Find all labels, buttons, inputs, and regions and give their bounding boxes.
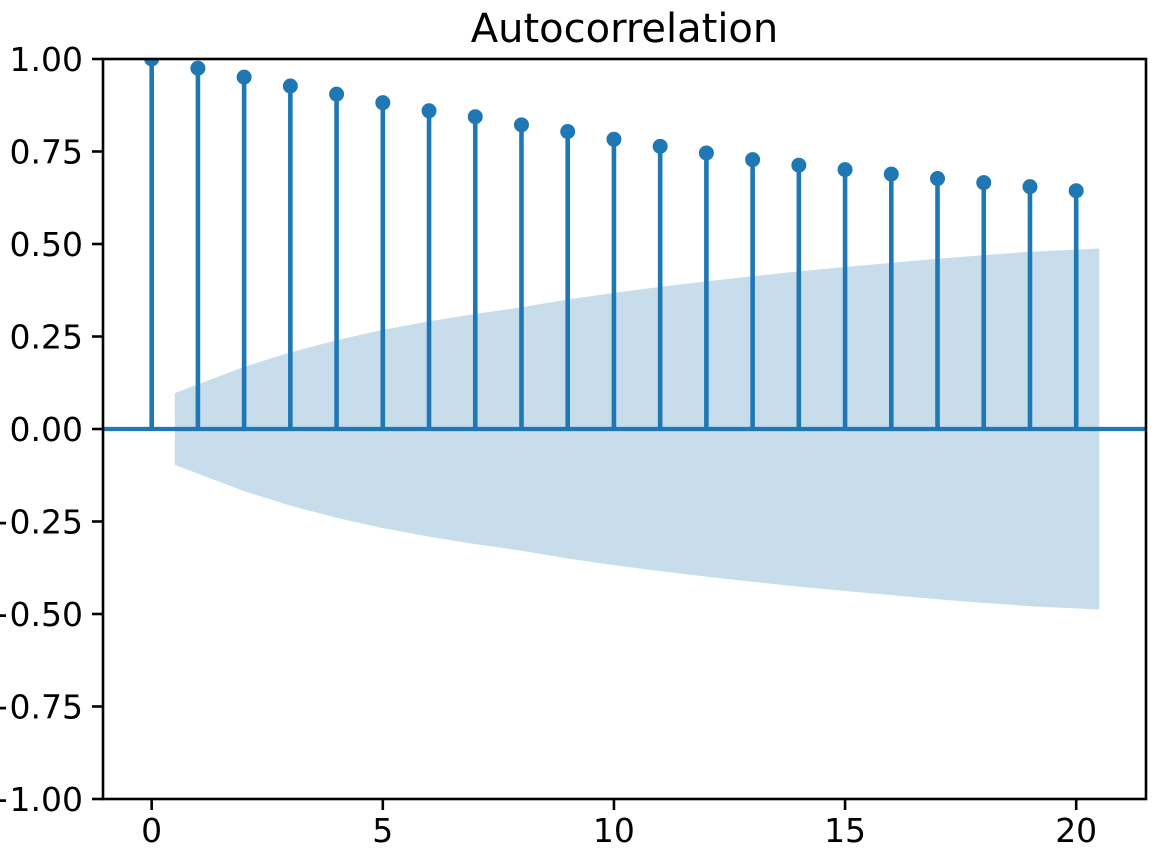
marker-lag-13 [745,152,761,168]
chart-title: Autocorrelation [471,6,779,52]
marker-lag-11 [652,138,668,154]
marker-lag-1 [190,60,206,76]
marker-lag-4 [329,86,345,102]
y-tick-label: 0.75 [10,133,83,172]
marker-lag-12 [698,145,714,161]
x-tick-label: 5 [372,811,393,850]
marker-lag-7 [467,109,483,125]
y-tick-label: −0.50 [0,595,83,634]
marker-lag-20 [1068,183,1084,199]
marker-lag-16 [883,166,899,182]
marker-lag-6 [421,103,437,119]
y-tick-label: −1.00 [0,780,83,819]
y-tick-label: −0.25 [0,503,83,542]
y-tick-label: 0.25 [10,318,83,357]
marker-lag-5 [375,95,391,111]
marker-lag-8 [513,117,529,133]
y-tick-label: 0.00 [10,410,83,449]
marker-lag-3 [282,78,298,94]
marker-lag-9 [560,124,576,140]
marker-lag-18 [976,175,992,191]
x-tick-label: 15 [824,811,866,850]
marker-lag-17 [930,171,946,187]
y-tick-label: 0.50 [10,225,83,264]
axes-frame [101,57,1148,801]
marker-lag-10 [606,131,622,147]
x-tick-label: 20 [1055,811,1097,850]
y-tick-label: 1.00 [10,40,83,79]
marker-lag-19 [1022,179,1038,195]
marker-lag-2 [236,69,252,85]
marker-lag-0 [144,59,160,67]
marker-lag-15 [837,162,853,178]
marker-lag-14 [791,157,807,173]
y-tick-label: −0.75 [0,688,83,727]
plot-area: 0 5 10 15 20 1.00 0.75 0.50 0.25 0.00 −0.25 −0.50 −0… [0,40,1148,850]
x-tick-label: 0 [141,811,162,850]
x-tick-label: 10 [593,811,635,850]
